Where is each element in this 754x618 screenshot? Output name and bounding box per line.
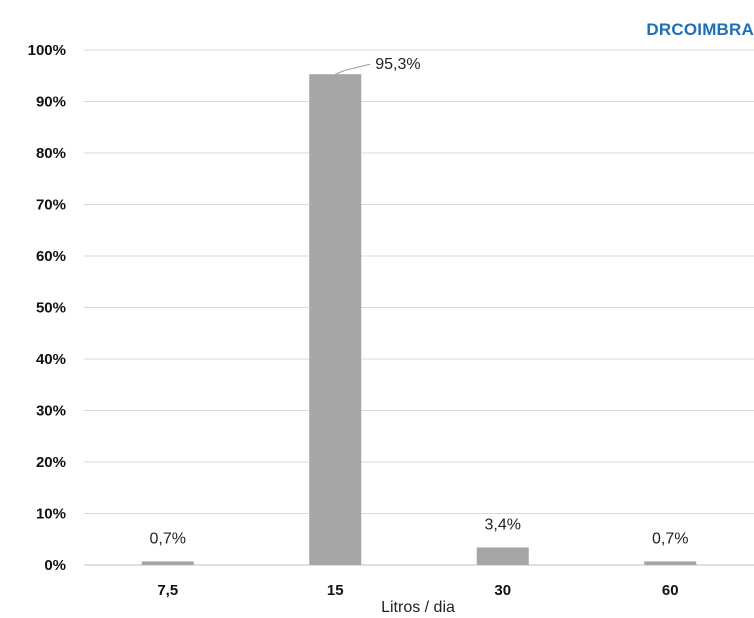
data-label-leader (335, 63, 371, 75)
bar (476, 547, 529, 565)
x-axis-label: Litros / dia (381, 599, 455, 616)
bar (141, 561, 194, 565)
y-tick-label: 20% (36, 454, 66, 471)
bar (309, 74, 362, 565)
y-tick-label: 50% (36, 300, 66, 317)
y-tick-label: 0% (44, 557, 66, 574)
y-axis-ticks: 0% 10% 20% 30% 40% 50% 60% 70% 80% 90% 100% (28, 42, 66, 574)
data-label: 0,7% (150, 530, 186, 547)
gridlines (84, 49, 754, 566)
data-label: 95,3% (375, 56, 420, 73)
data-label: 0,7% (652, 530, 688, 547)
y-tick-label: 40% (36, 351, 66, 368)
y-tick-label: 90% (36, 94, 66, 111)
y-tick-label: 30% (36, 403, 66, 420)
x-tick-label: 30 (494, 582, 511, 599)
y-tick-label: 70% (36, 197, 66, 214)
y-tick-label: 10% (36, 506, 66, 523)
data-label: 3,4% (485, 516, 521, 533)
y-tick-label: 100% (28, 42, 66, 59)
y-tick-label: 80% (36, 145, 66, 162)
y-tick-label: 60% (36, 248, 66, 265)
x-tick-label: 60 (662, 582, 679, 599)
x-tick-label: 15 (327, 582, 344, 599)
bar (644, 561, 697, 565)
brand-logo-text: DRCOIMBRA (646, 20, 754, 39)
x-tick-label: 7,5 (157, 582, 178, 599)
data-labels: 0,7% 95,3% 3,4% 0,7% (150, 56, 689, 547)
x-axis-ticks: 7,5 15 30 60 (157, 582, 678, 599)
bars (141, 74, 697, 565)
